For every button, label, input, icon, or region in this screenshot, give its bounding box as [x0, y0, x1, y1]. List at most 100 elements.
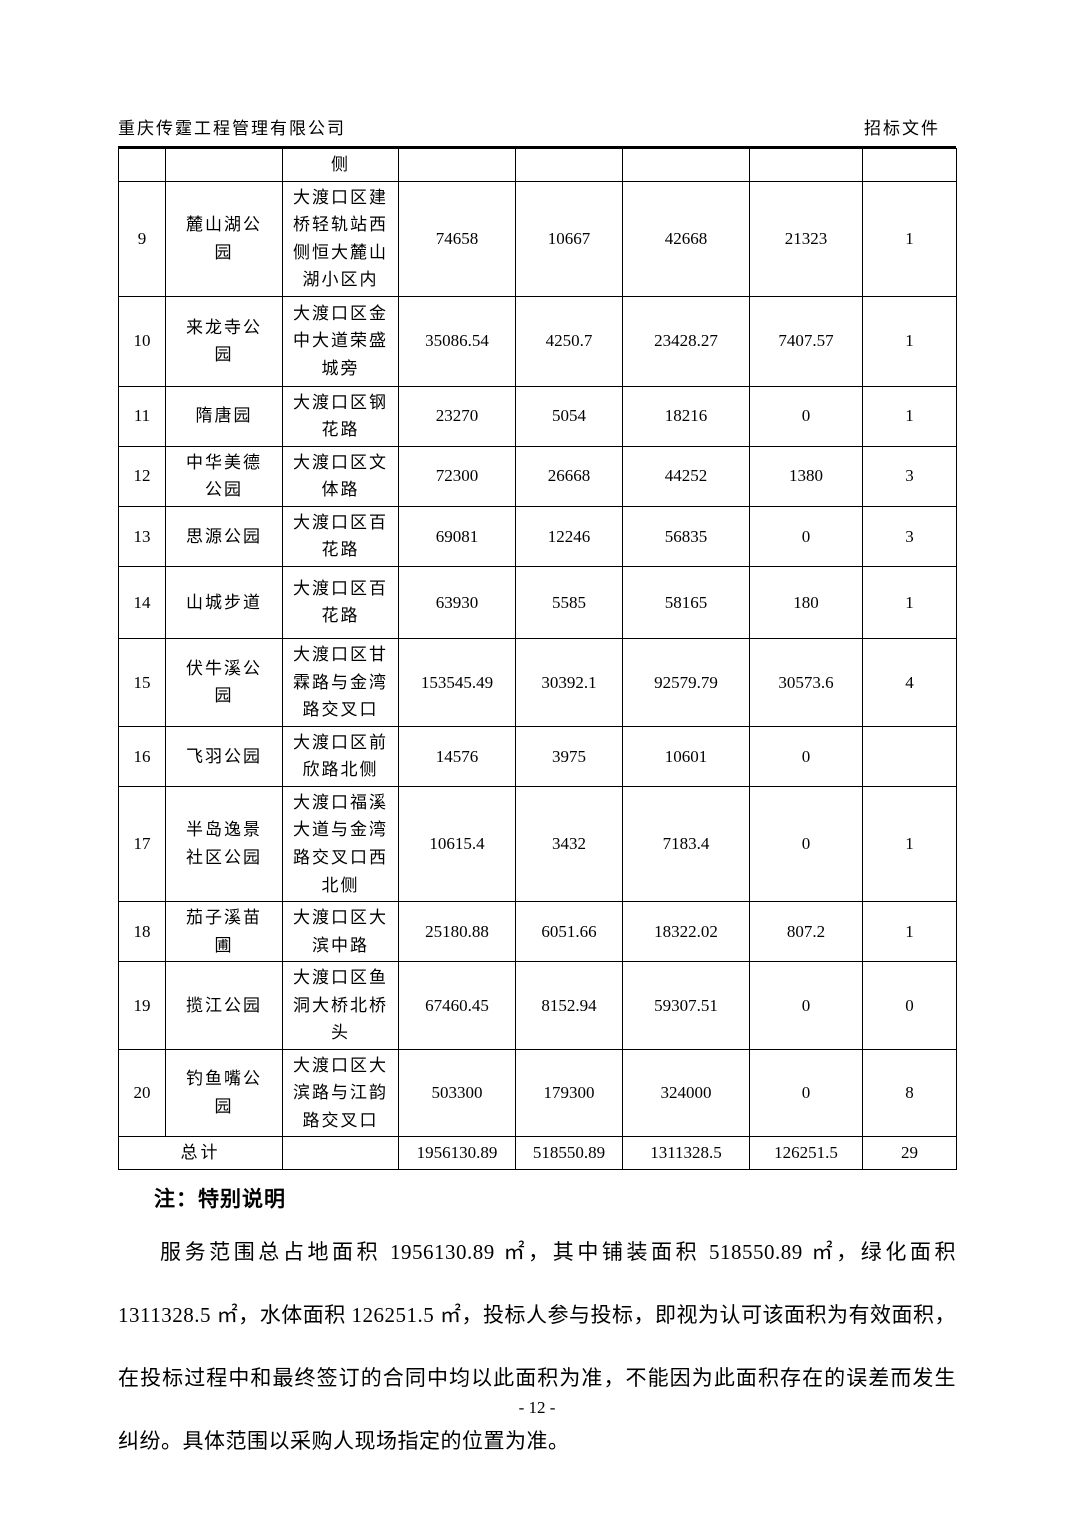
cell-count: 0	[862, 961, 957, 1050]
table-row: 11 隋唐园 大渡口区钢花路 23270 5054 18216 0 1	[118, 385, 957, 447]
cell-green-area: 7183.4	[622, 785, 750, 903]
cell-paved-area	[515, 148, 623, 182]
cell-total-area: 23270	[398, 385, 516, 447]
cell-water-area: 180	[749, 565, 863, 639]
cell-count: 4	[862, 637, 957, 727]
table-row: 18 茄子溪苗圃 大渡口区大滨中路 25180.88 6051.66 18322.02 80…	[118, 901, 957, 963]
cell-green-area	[622, 148, 750, 182]
cell-total-area: 72300	[398, 445, 516, 507]
cell-total-area: 25180.88	[398, 901, 516, 963]
cell-count: 29	[862, 1136, 957, 1170]
cell-location: 大渡口区鱼洞大桥北桥头	[282, 961, 399, 1050]
table-row: 14 山城步道 大渡口区百花路 63930 5585 58165 180 1	[118, 565, 957, 639]
cell-green-area: 42668	[622, 180, 750, 297]
cell-row-number: 12	[118, 445, 166, 507]
parks-area-table: 侧 9 麓山湖公园 大渡口区建桥轻轨站西侧恒大麓山湖小区内 74658 10667 4266…	[118, 148, 957, 1170]
table-row: 9 麓山湖公园 大渡口区建桥轻轨站西侧恒大麓山湖小区内 74658 10667 42668…	[118, 180, 957, 297]
cell-location: 大渡口区金中大道荣盛城旁	[282, 295, 399, 387]
cell-park-name: 隋唐园	[165, 385, 283, 447]
table-row: 13 思源公园 大渡口区百花路 69081 12246 56835 0 3	[118, 505, 957, 567]
cell-paved-area: 4250.7	[515, 295, 623, 387]
cell-count: 1	[862, 785, 957, 903]
cell-green-area: 10601	[622, 725, 750, 787]
cell-total-area: 10615.4	[398, 785, 516, 903]
cell-location: 大渡口区前欣路北侧	[282, 725, 399, 787]
cell-row-number: 20	[118, 1048, 166, 1138]
cell-count: 1	[862, 565, 957, 639]
header-doc-type: 招标文件	[864, 119, 940, 138]
cell-location: 大渡口区百花路	[282, 565, 399, 639]
table-row: 16 飞羽公园 大渡口区前欣路北侧 14576 3975 10601 0	[118, 725, 957, 787]
cell-location: 大渡口区大滨中路	[282, 901, 399, 963]
cell-park-name: 茄子溪苗圃	[165, 901, 283, 963]
cell-paved-area: 8152.94	[515, 961, 623, 1050]
cell-count: 8	[862, 1048, 957, 1138]
cell-paved-area: 12246	[515, 505, 623, 567]
cell-green-area: 59307.51	[622, 961, 750, 1050]
cell-row-number: 14	[118, 565, 166, 639]
cell-total-area: 1956130.89	[398, 1136, 516, 1170]
cell-park-name: 麓山湖公园	[165, 180, 283, 297]
cell-location: 大渡口区百花路	[282, 505, 399, 567]
cell-row-number: 13	[118, 505, 166, 567]
cell-location: 大渡口区建桥轻轨站西侧恒大麓山湖小区内	[282, 180, 399, 297]
cell-total-area: 153545.49	[398, 637, 516, 727]
cell-green-area: 18216	[622, 385, 750, 447]
table-row-carryover: 侧	[118, 148, 957, 182]
cell-total-area	[398, 148, 516, 182]
cell-green-area: 18322.02	[622, 901, 750, 963]
cell-location: 大渡口福溪大道与金湾路交叉口西北侧	[282, 785, 399, 903]
note-paragraph: 服务范围总占地面积 1956130.89 ㎡，其中铺装面积 518550.89 …	[118, 1239, 956, 1453]
cell-park-name: 揽江公园	[165, 961, 283, 1050]
cell-paved-area: 5054	[515, 385, 623, 447]
cell-green-area: 58165	[622, 565, 750, 639]
cell-paved-area: 3975	[515, 725, 623, 787]
cell-count: 1	[862, 180, 957, 297]
page-number: - 12 -	[518, 1398, 556, 1417]
cell-count: 1	[862, 901, 957, 963]
cell-park-name: 钓鱼嘴公园	[165, 1048, 283, 1138]
table-row: 15 伏牛溪公园 大渡口区甘霖路与金湾路交叉口 153545.49 30392.1 925…	[118, 637, 957, 727]
cell-park-name: 来龙寺公园	[165, 295, 283, 387]
cell-row-number	[118, 148, 166, 182]
table-row: 17 半岛逸景社区公园 大渡口福溪大道与金湾路交叉口西北侧 10615.4 3432 71…	[118, 785, 957, 903]
cell-row-number: 18	[118, 901, 166, 963]
cell-green-area: 1311328.5	[622, 1136, 750, 1170]
cell-row-number: 16	[118, 725, 166, 787]
cell-water-area: 30573.6	[749, 637, 863, 727]
cell-total-area: 74658	[398, 180, 516, 297]
cell-location: 大渡口区钢花路	[282, 385, 399, 447]
cell-location: 大渡口区文体路	[282, 445, 399, 507]
cell-green-area: 92579.79	[622, 637, 750, 727]
cell-row-number: 19	[118, 961, 166, 1050]
cell-total-area: 67460.45	[398, 961, 516, 1050]
cell-green-area: 23428.27	[622, 295, 750, 387]
cell-count: 3	[862, 505, 957, 567]
cell-paved-area: 10667	[515, 180, 623, 297]
cell-paved-area: 26668	[515, 445, 623, 507]
cell-total-area: 63930	[398, 565, 516, 639]
cell-water-area: 1380	[749, 445, 863, 507]
cell-count: 3	[862, 445, 957, 507]
cell-water-area: 0	[749, 725, 863, 787]
cell-total-area: 35086.54	[398, 295, 516, 387]
cell-total-area: 14576	[398, 725, 516, 787]
cell-location: 侧	[282, 148, 399, 182]
cell-water-area	[749, 148, 863, 182]
cell-total-area: 69081	[398, 505, 516, 567]
cell-water-area: 0	[749, 1048, 863, 1138]
cell-water-area: 0	[749, 961, 863, 1050]
cell-water-area: 0	[749, 385, 863, 447]
cell-park-name	[165, 148, 283, 182]
table-row: 19 揽江公园 大渡口区鱼洞大桥北桥头 67460.45 8152.94 59307.51…	[118, 961, 957, 1050]
page-content: 重庆传霆工程管理有限公司 招标文件 侧 9 麓山湖公园 大渡口区建桥轻轨站西侧恒大麓山…	[118, 114, 957, 1473]
cell-park-name: 半岛逸景社区公园	[165, 785, 283, 903]
cell-count	[862, 725, 957, 787]
cell-water-area: 7407.57	[749, 295, 863, 387]
cell-row-number: 17	[118, 785, 166, 903]
cell-water-area: 0	[749, 505, 863, 567]
cell-water-area: 0	[749, 785, 863, 903]
cell-count: 1	[862, 295, 957, 387]
cell-green-area: 324000	[622, 1048, 750, 1138]
